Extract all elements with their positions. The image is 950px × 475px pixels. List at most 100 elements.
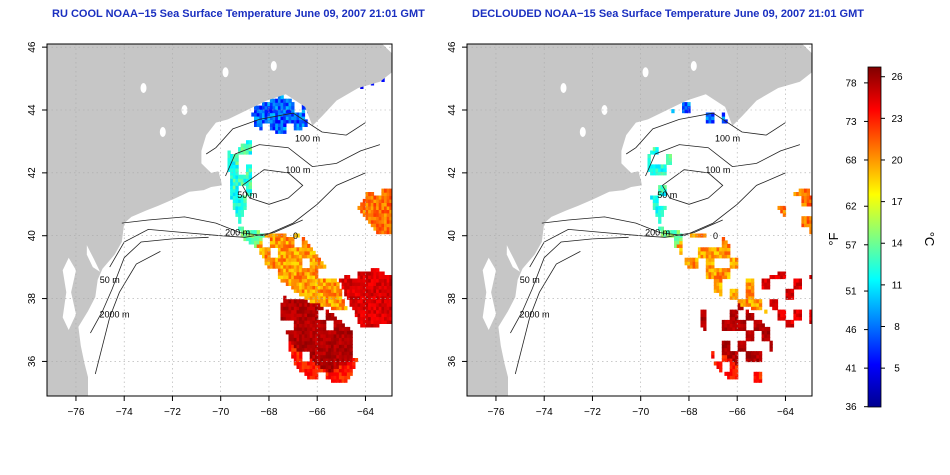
sst-pixel bbox=[299, 368, 303, 373]
sst-pixel bbox=[293, 247, 298, 252]
sst-pixel bbox=[386, 188, 390, 193]
sst-pixel bbox=[309, 358, 313, 363]
sst-pixel bbox=[227, 167, 231, 172]
sst-pixel bbox=[360, 306, 364, 311]
bathymetry-contour bbox=[514, 251, 581, 375]
sst-pixel bbox=[349, 281, 353, 286]
sst-pixel bbox=[338, 306, 343, 311]
sst-pixel bbox=[323, 302, 327, 307]
sst-pixel bbox=[304, 364, 308, 369]
sst-pixel bbox=[291, 281, 295, 286]
sst-pixel bbox=[729, 292, 733, 297]
sst-pixel bbox=[735, 288, 739, 293]
x-tick-label: −72 bbox=[164, 407, 181, 418]
sst-pixel bbox=[304, 323, 308, 328]
sst-pixel bbox=[354, 299, 359, 304]
sst-pixel bbox=[307, 330, 311, 335]
sst-pixel bbox=[323, 364, 327, 369]
sst-pixel bbox=[370, 219, 375, 224]
sst-pixel bbox=[320, 351, 324, 356]
sst-pixel bbox=[735, 371, 739, 376]
sst-pixel bbox=[235, 188, 239, 193]
sst-pixel bbox=[333, 337, 337, 342]
sst-pixel bbox=[307, 275, 311, 280]
contour-label: 50 m bbox=[237, 190, 257, 200]
delaware-bay bbox=[506, 245, 521, 272]
sst-pixel bbox=[384, 216, 388, 221]
sst-pixel bbox=[360, 302, 364, 307]
sst-pixel bbox=[660, 164, 664, 169]
sst-pixel bbox=[338, 375, 343, 380]
sst-pixel bbox=[772, 306, 776, 311]
sst-pixel bbox=[262, 109, 266, 114]
sst-pixel bbox=[735, 292, 739, 297]
sst-pixel bbox=[703, 233, 707, 238]
sst-pixel bbox=[299, 122, 303, 127]
sst-pixel bbox=[370, 195, 375, 200]
sst-pixel bbox=[719, 254, 723, 259]
contour-label: 50 m bbox=[100, 275, 120, 285]
sst-pixel bbox=[689, 264, 694, 269]
sst-pixel bbox=[381, 192, 385, 197]
sst-pixel bbox=[293, 319, 298, 324]
sst-pixel bbox=[352, 364, 356, 369]
sst-pixel bbox=[370, 295, 375, 300]
bathymetry-contour bbox=[94, 251, 161, 375]
sst-pixel bbox=[336, 302, 340, 307]
sst-pixel bbox=[344, 347, 348, 352]
y-tick-label: 40 bbox=[27, 230, 38, 242]
sst-pixel bbox=[751, 292, 755, 297]
sst-pixel bbox=[288, 302, 292, 307]
sst-pixel bbox=[700, 323, 704, 328]
sst-pixel bbox=[368, 195, 372, 200]
sst-pixel bbox=[293, 337, 298, 342]
sst-pixel bbox=[376, 212, 380, 217]
sst-pixel bbox=[658, 185, 662, 190]
sst-pixel bbox=[285, 306, 290, 311]
sst-pixel bbox=[384, 299, 388, 304]
sst-pixel bbox=[376, 306, 380, 311]
sst-pixel bbox=[804, 216, 808, 221]
sst-pixel bbox=[666, 160, 670, 165]
sst-pixel bbox=[796, 313, 800, 318]
sst-pixel bbox=[793, 192, 797, 197]
sst-pixel bbox=[740, 323, 744, 328]
sst-pixel bbox=[772, 275, 776, 280]
sst-pixel bbox=[325, 344, 329, 349]
sst-pixel bbox=[378, 285, 382, 290]
sst-pixel bbox=[652, 205, 657, 210]
sst-pixel bbox=[248, 147, 252, 152]
sst-pixel bbox=[256, 122, 260, 127]
sst-pixel bbox=[684, 257, 688, 262]
sst-pixel bbox=[370, 306, 375, 311]
sst-pixel bbox=[328, 371, 332, 376]
sst-pixel bbox=[283, 295, 287, 300]
sst-pixel bbox=[713, 361, 718, 366]
sst-pixel bbox=[293, 351, 298, 356]
sst-pixel bbox=[721, 243, 726, 248]
sst-pixel bbox=[676, 243, 680, 248]
sst-pixel bbox=[288, 299, 292, 304]
sst-pixel bbox=[312, 295, 316, 300]
sst-pixel bbox=[333, 358, 337, 363]
sst-pixel bbox=[256, 233, 260, 238]
sst-pixel bbox=[312, 351, 316, 356]
sst-pixel bbox=[370, 216, 375, 221]
sst-pixel bbox=[338, 333, 343, 338]
sst-pixel bbox=[344, 281, 348, 286]
sst-pixel bbox=[740, 299, 744, 304]
sst-pixel bbox=[272, 264, 276, 269]
sst-pixel bbox=[713, 288, 718, 293]
sst-pixel bbox=[735, 354, 739, 359]
sst-pixel bbox=[346, 347, 351, 352]
sst-pixel bbox=[724, 371, 728, 376]
sst-pixel bbox=[695, 261, 699, 266]
sst-pixel bbox=[328, 299, 332, 304]
sst-pixel bbox=[381, 281, 385, 286]
sst-pixel bbox=[341, 302, 345, 307]
sst-pixel bbox=[365, 323, 369, 328]
sst-pixel bbox=[721, 240, 726, 245]
sst-pixel bbox=[317, 261, 321, 266]
sst-pixel bbox=[740, 326, 744, 331]
sst-pixel bbox=[719, 292, 723, 297]
